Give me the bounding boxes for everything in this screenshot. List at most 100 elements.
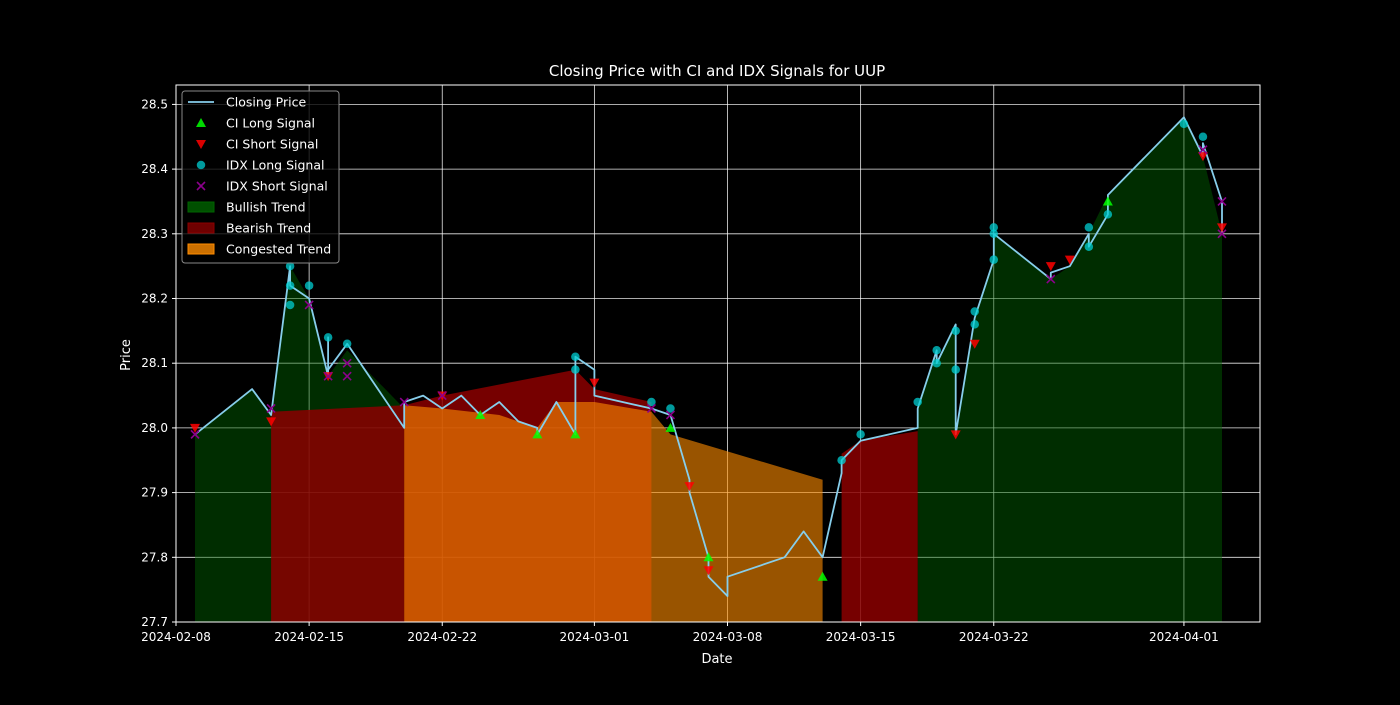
ci-long-signal-marker bbox=[817, 571, 828, 581]
legend-label: CI Short Signal bbox=[226, 137, 318, 152]
ci-long-signal-marker bbox=[1102, 196, 1113, 206]
idx-short-signal-marker bbox=[342, 371, 352, 381]
idx-short-signal-marker bbox=[266, 403, 276, 414]
idx-short-signal-marker bbox=[190, 429, 200, 439]
ci-long-signal-marker bbox=[475, 409, 486, 419]
legend-swatch-patch bbox=[187, 201, 215, 213]
idx-short-signal-marker bbox=[304, 300, 314, 310]
bearish-trend-area bbox=[841, 431, 918, 622]
idx-long-signal-marker bbox=[837, 456, 846, 465]
idx-long-signal-marker bbox=[285, 261, 295, 271]
legend-label: IDX Short Signal bbox=[226, 179, 328, 194]
legend-item-idx-long-signal: IDX Long Signal bbox=[196, 158, 324, 173]
x-tick-label: 2024-03-22 bbox=[959, 630, 1029, 644]
ci-short-signal-marker bbox=[1045, 262, 1056, 272]
ci-short-signal-marker bbox=[1064, 255, 1075, 265]
idx-long-signal-marker bbox=[989, 223, 999, 232]
idx-long-signal-marker bbox=[989, 229, 999, 239]
idx-long-signal-marker bbox=[1103, 210, 1113, 219]
y-tick-label: 28.3 bbox=[141, 227, 168, 241]
legend-item-idx-short-signal: IDX Short Signal bbox=[196, 179, 328, 194]
data-layer bbox=[190, 116, 1227, 622]
legend-item-congested-trend: Congested Trend bbox=[187, 242, 331, 257]
chart-title: Closing Price with CI and IDX Signals fo… bbox=[549, 62, 885, 80]
idx-long-signal-marker bbox=[951, 326, 960, 336]
idx-short-signal-marker bbox=[1217, 196, 1227, 207]
y-tick-label: 27.8 bbox=[141, 550, 168, 564]
ci-long-signal-marker bbox=[703, 552, 714, 562]
legend-label: CI Long Signal bbox=[226, 116, 315, 131]
legend-label: Closing Price bbox=[226, 95, 306, 110]
bullish-trend-area bbox=[917, 117, 1222, 622]
ci-long-signal-marker bbox=[665, 422, 676, 432]
x-tick-label: 2024-04-01 bbox=[1149, 630, 1219, 644]
idx-short-signal-marker bbox=[646, 403, 657, 414]
ci-short-signal-marker bbox=[1197, 152, 1208, 162]
idx-long-signal-marker bbox=[932, 358, 941, 368]
idx-short-signal-marker bbox=[342, 358, 352, 368]
idx-long-signal-marker bbox=[342, 339, 352, 349]
y-tick-label: 28.1 bbox=[141, 356, 168, 370]
idx-long-signal-marker bbox=[647, 397, 656, 407]
x-tick-label: 2024-02-22 bbox=[407, 630, 477, 644]
idx-long-signal-marker bbox=[1084, 223, 1094, 232]
idx-long-signal-marker bbox=[1179, 119, 1189, 129]
legend-box bbox=[181, 90, 340, 264]
plot-frame bbox=[175, 84, 1261, 623]
y-tick-label: 27.7 bbox=[141, 615, 168, 629]
idx-short-signal-marker bbox=[399, 397, 409, 407]
y-tick-label: 27.9 bbox=[141, 486, 168, 500]
congested-trend-area bbox=[404, 402, 823, 622]
ci-short-signal-marker bbox=[266, 417, 277, 427]
idx-long-signal-marker bbox=[951, 365, 960, 374]
idx-long-signal-marker bbox=[913, 397, 922, 407]
y-tick-label: 28.4 bbox=[141, 162, 168, 176]
idx-long-signal-marker bbox=[666, 404, 675, 413]
legend-item-bullish-trend: Bullish Trend bbox=[187, 200, 306, 215]
idx-short-signal-marker bbox=[437, 390, 447, 401]
ci-short-signal-marker bbox=[684, 482, 695, 492]
idx-long-signal-marker bbox=[970, 320, 979, 329]
y-tick-label: 28.0 bbox=[141, 421, 168, 435]
legend-label: Bearish Trend bbox=[226, 221, 311, 236]
legend-swatch-patch bbox=[187, 243, 215, 255]
y-axis-title: Price bbox=[119, 339, 134, 371]
ci-short-signal-marker bbox=[1216, 223, 1227, 233]
idx-long-signal-marker bbox=[571, 365, 580, 374]
x-tick-label: 2024-03-01 bbox=[560, 630, 630, 644]
legend-swatch-marker bbox=[196, 160, 206, 170]
idx-short-signal-marker bbox=[323, 371, 333, 381]
legend-label: IDX Long Signal bbox=[226, 158, 324, 173]
idx-long-signal-marker bbox=[856, 430, 865, 439]
idx-long-signal-marker bbox=[323, 333, 333, 342]
legend-item-bearish-trend: Bearish Trend bbox=[187, 221, 311, 236]
x-tick-label: 2024-03-15 bbox=[826, 630, 896, 644]
x-tick-label: 2024-02-08 bbox=[141, 630, 211, 644]
ci-short-signal-marker bbox=[969, 339, 980, 349]
ci-long-signal-marker bbox=[532, 429, 543, 439]
legend: Closing Price CI Long Signal CI Short Sign… bbox=[181, 90, 340, 264]
legend-swatch-marker bbox=[196, 181, 206, 191]
legend-item-ci-short-signal: CI Short Signal bbox=[196, 137, 318, 152]
idx-long-signal-marker bbox=[1198, 132, 1208, 142]
idx-long-signal-marker bbox=[970, 307, 979, 316]
ci-short-signal-marker bbox=[589, 378, 600, 388]
y-tick-label: 28.5 bbox=[141, 97, 168, 111]
ci-short-signal-marker bbox=[190, 423, 201, 433]
idx-short-signal-marker bbox=[1198, 145, 1208, 155]
idx-long-signal-marker bbox=[932, 346, 941, 355]
idx-long-signal-marker bbox=[285, 281, 295, 290]
idx-short-signal-marker bbox=[1217, 229, 1227, 239]
legend-swatch-marker bbox=[196, 118, 206, 127]
idx-short-signal-marker bbox=[665, 410, 676, 420]
legend-item-closing-price: Closing Price bbox=[188, 95, 306, 110]
legend-swatch-patch bbox=[187, 222, 215, 234]
bearish-trend-area bbox=[271, 405, 405, 622]
legend-item-ci-long-signal: CI Long Signal bbox=[196, 116, 315, 131]
x-axis-title: Date bbox=[701, 652, 732, 667]
y-tick-label: 28.2 bbox=[141, 292, 168, 306]
legend-label: Bullish Trend bbox=[226, 200, 306, 215]
legend-swatch-marker bbox=[196, 140, 206, 149]
